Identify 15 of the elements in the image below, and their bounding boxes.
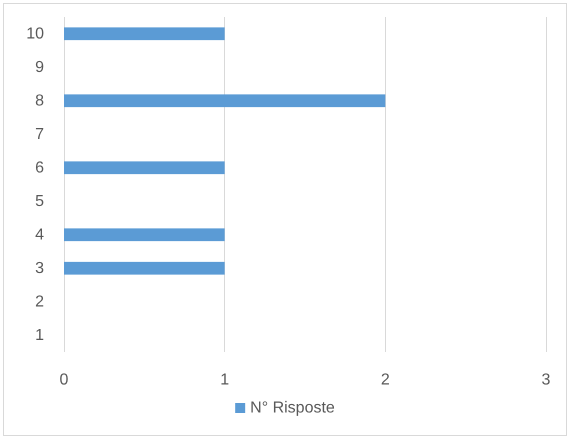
x-tick-label: 0 xyxy=(60,372,69,388)
y-tick-label: 7 xyxy=(35,126,44,143)
x-tick-label: 3 xyxy=(542,372,551,388)
legend-label: N° Risposte xyxy=(250,400,335,416)
y-tick-label: 6 xyxy=(35,159,44,176)
y-tick-label: 9 xyxy=(35,58,44,76)
y-tick-label: 8 xyxy=(35,92,44,110)
x-tick-label: 1 xyxy=(220,372,230,388)
y-tick-label: 3 xyxy=(35,260,44,277)
y-tick-label: 1 xyxy=(35,326,44,344)
y-tick-label: 4 xyxy=(35,226,44,244)
y-tick-label: 5 xyxy=(35,192,44,210)
y-tick-label: 10 xyxy=(26,25,44,42)
x-tick-label: 2 xyxy=(380,372,390,388)
y-tick-label: 2 xyxy=(35,293,44,310)
